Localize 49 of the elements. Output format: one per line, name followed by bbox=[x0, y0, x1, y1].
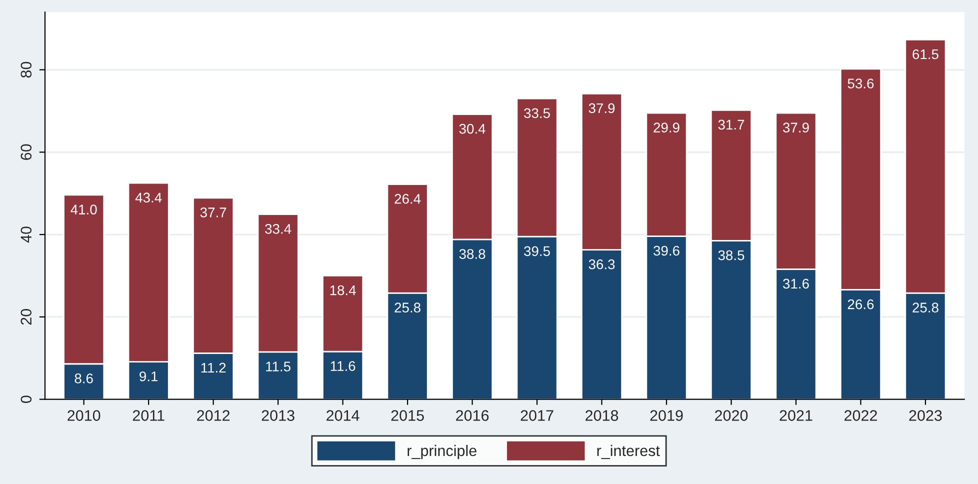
data-label: 43.4 bbox=[135, 192, 162, 203]
y-tick-label: 60 bbox=[20, 144, 32, 160]
x-tick-label: 2013 bbox=[262, 410, 294, 421]
data-label: 30.4 bbox=[459, 124, 486, 134]
x-tick-label: 2019 bbox=[650, 410, 683, 421]
data-label: 11.2 bbox=[201, 362, 226, 373]
x-tick-label: 2011 bbox=[132, 410, 164, 421]
data-label: 61.5 bbox=[912, 49, 938, 60]
x-tick-label: 2020 bbox=[715, 410, 748, 421]
data-label: 37.9 bbox=[588, 103, 615, 114]
x-tick-label: 2017 bbox=[520, 410, 554, 421]
data-label: 33.5 bbox=[524, 108, 550, 118]
data-label: 25.8 bbox=[394, 302, 420, 313]
data-label: 37.7 bbox=[200, 208, 226, 218]
data-label: 53.6 bbox=[848, 78, 874, 88]
x-tick-label: 2018 bbox=[586, 410, 618, 421]
data-label: 39.5 bbox=[524, 246, 550, 256]
data-label: 39.6 bbox=[654, 246, 680, 256]
x-tick-label: 2022 bbox=[844, 410, 877, 421]
data-label: 9.1 bbox=[140, 371, 158, 382]
x-tick-label: 2015 bbox=[391, 410, 424, 421]
data-label: 8.6 bbox=[74, 374, 93, 384]
data-label: 31.6 bbox=[782, 278, 809, 289]
legend-label: r_principle bbox=[408, 444, 476, 460]
y-tick-label: 40 bbox=[20, 226, 32, 243]
data-label: 29.9 bbox=[654, 122, 680, 132]
y-tick-label: 80 bbox=[20, 62, 32, 78]
data-label: 37.9 bbox=[782, 122, 809, 132]
data-label: 33.4 bbox=[265, 224, 292, 234]
x-tick-label: 2012 bbox=[197, 410, 230, 421]
data-label: 11.5 bbox=[266, 362, 290, 372]
y-tick-label: 0 bbox=[20, 396, 32, 403]
x-tick-label: 2014 bbox=[326, 410, 360, 421]
data-label: 11.6 bbox=[330, 361, 356, 371]
data-label: 38.8 bbox=[459, 249, 486, 259]
x-tick-label: 2021 bbox=[780, 410, 812, 421]
x-tick-label: 2023 bbox=[909, 410, 942, 421]
data-label: 31.7 bbox=[718, 120, 744, 130]
legend-label: r_interest bbox=[597, 444, 660, 460]
data-label: 36.3 bbox=[588, 259, 615, 270]
x-tick-label: 2016 bbox=[456, 410, 489, 421]
y-tick-label: 20 bbox=[20, 309, 32, 325]
x-tick-label: 2010 bbox=[68, 410, 100, 421]
data-label: 38.5 bbox=[718, 250, 744, 260]
data-label: 25.8 bbox=[912, 302, 938, 313]
data-label: 41.0 bbox=[70, 204, 97, 214]
data-label: 26.4 bbox=[394, 194, 421, 204]
data-label: 18.4 bbox=[330, 285, 356, 296]
data-label: 26.6 bbox=[848, 299, 874, 310]
